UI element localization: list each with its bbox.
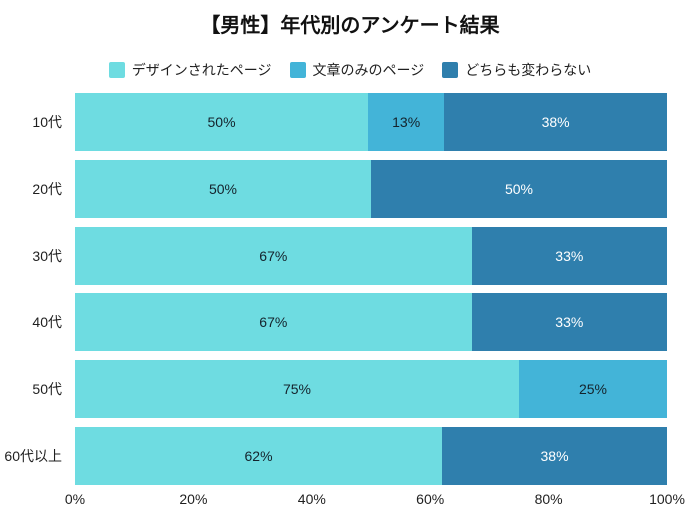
chart-row: 40代 67% 33% xyxy=(0,293,667,352)
bar-track: 50% 50% xyxy=(75,159,667,218)
chart-row: 50代 75% 25% xyxy=(0,360,667,419)
bar-segment: 33% xyxy=(471,293,667,352)
bar-segment: 38% xyxy=(444,93,667,151)
x-axis-tick-label: 100% xyxy=(649,490,685,507)
row-label: 20代 xyxy=(32,180,62,197)
bar-segment: 67% xyxy=(75,293,472,352)
x-axis-tick-label: 20% xyxy=(179,490,208,507)
bar-segment: 50% xyxy=(75,93,369,151)
bar-segment: 75% xyxy=(75,360,519,419)
bar-track: 67% 33% xyxy=(75,293,667,352)
bar-segment: 67% xyxy=(75,226,472,285)
bar-segment: 25% xyxy=(519,360,667,419)
legend-color-swatch-icon xyxy=(289,61,306,78)
legend-label: 文章のみのページ xyxy=(312,61,425,78)
legend-item: 文章のみのページ xyxy=(289,60,425,80)
bar-segment: 62% xyxy=(75,426,443,485)
x-axis-tick-label: 80% xyxy=(534,490,563,507)
legend-color-swatch-icon xyxy=(442,61,459,78)
row-label: 60代以上 xyxy=(4,447,62,464)
row-label: 10代 xyxy=(32,114,62,130)
row-label: 40代 xyxy=(32,314,62,331)
bar-segment: 33% xyxy=(471,226,667,285)
row-label: 30代 xyxy=(32,247,62,264)
bar-track: 62% 38% xyxy=(75,426,667,485)
legend-color-swatch-icon xyxy=(108,61,125,78)
bar-track: 75% 25% xyxy=(75,360,667,419)
legend-item: どちらも変わらない xyxy=(442,60,591,80)
legend: デザインされたページ 文章のみのページ どちらも変わらない xyxy=(0,61,700,78)
bar-segment: 50% xyxy=(75,159,371,218)
legend-label: どちらも変わらない xyxy=(465,61,592,78)
x-axis-tick-label: 60% xyxy=(416,490,445,507)
chart-row: 20代 50% 50% xyxy=(0,159,667,218)
bar-track: 67% 33% xyxy=(75,226,667,285)
bar-segment: 38% xyxy=(442,426,667,485)
chart-row: 30代 67% 33% xyxy=(0,226,667,285)
row-label: 50代 xyxy=(32,381,62,398)
x-axis: 0% 20% 40% 60% 80% 100% xyxy=(65,490,685,509)
bar-segment: 13% xyxy=(368,93,445,151)
chart-row: 10代 50% 13% 38% xyxy=(0,93,667,151)
chart-title: 【男性】年代別のアンケート結果 xyxy=(200,15,500,37)
bar-chart: 10代 50% 13% 38% 20代 50% 50% 30代 67% 33% 40代 67% 33% 5… xyxy=(0,93,667,485)
chart-row: 60代以上 62% 38% xyxy=(0,426,667,485)
bar-track: 50% 13% 38% xyxy=(75,93,667,151)
bar-segment: 50% xyxy=(371,159,667,218)
x-axis-tick-label: 0% xyxy=(64,490,86,507)
x-axis-tick-label: 40% xyxy=(297,490,326,507)
legend-label: デザインされたページ xyxy=(131,61,272,78)
legend-item: デザインされたページ xyxy=(108,60,272,80)
